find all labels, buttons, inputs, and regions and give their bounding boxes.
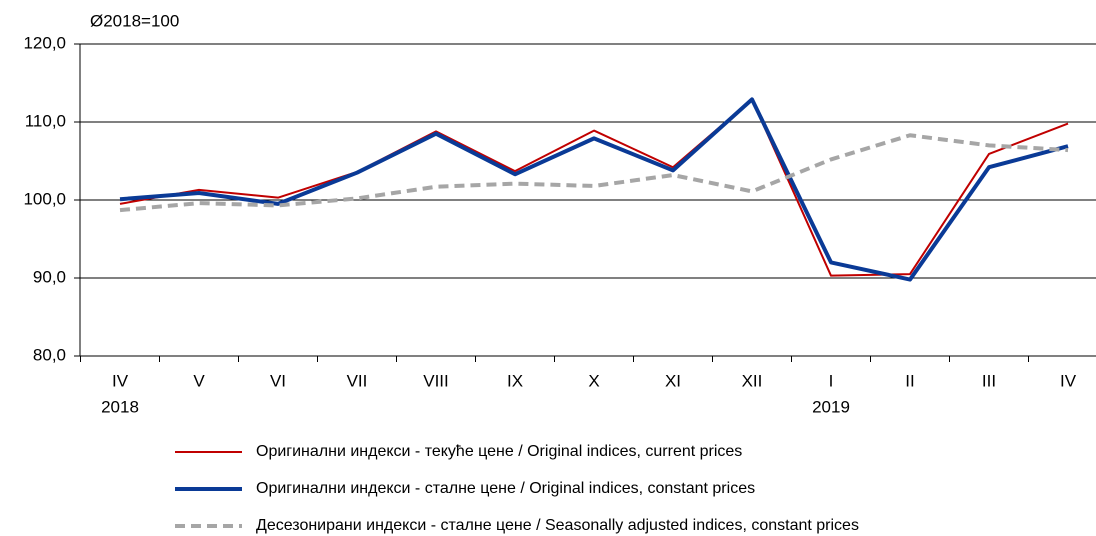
x-tick-label: X (588, 371, 599, 390)
y-tick-label: 110,0 (25, 111, 66, 130)
x-tick-label: VII (347, 371, 368, 390)
x-tick-label: III (982, 371, 996, 390)
x-tick-label: VI (270, 371, 286, 390)
legend-label: Оригинални индекси - текуће цене / Origi… (256, 443, 742, 460)
y-tick-label: 90,0 (33, 267, 66, 286)
y-tick-label: 100,0 (23, 189, 66, 208)
series-line (119, 98, 1069, 277)
y-tick-label: 120,0 (23, 33, 66, 52)
x-tick-label: VIII (423, 371, 449, 390)
x-tick-label: IX (507, 371, 523, 390)
x-tick-label: IV (112, 371, 129, 390)
x-tick-label: II (905, 371, 914, 390)
x-tick-label: V (193, 371, 205, 390)
series-line (119, 133, 1069, 213)
x-tick-label: XI (665, 371, 681, 390)
x-tick-label: IV (1060, 371, 1077, 390)
x-year-label: 2019 (812, 397, 850, 416)
series-line (119, 97, 1069, 282)
y-axis-unit: Ø2018=100 (90, 11, 179, 30)
x-year-label: 2018 (101, 397, 139, 416)
x-tick-label: XII (742, 371, 763, 390)
x-tick-label: I (829, 371, 834, 390)
y-tick-label: 80,0 (33, 345, 66, 364)
legend-label: Оригинални индекси - сталне цене / Origi… (256, 480, 755, 497)
legend-label: Десезонирани индекси - сталне цене / Sea… (256, 517, 859, 534)
